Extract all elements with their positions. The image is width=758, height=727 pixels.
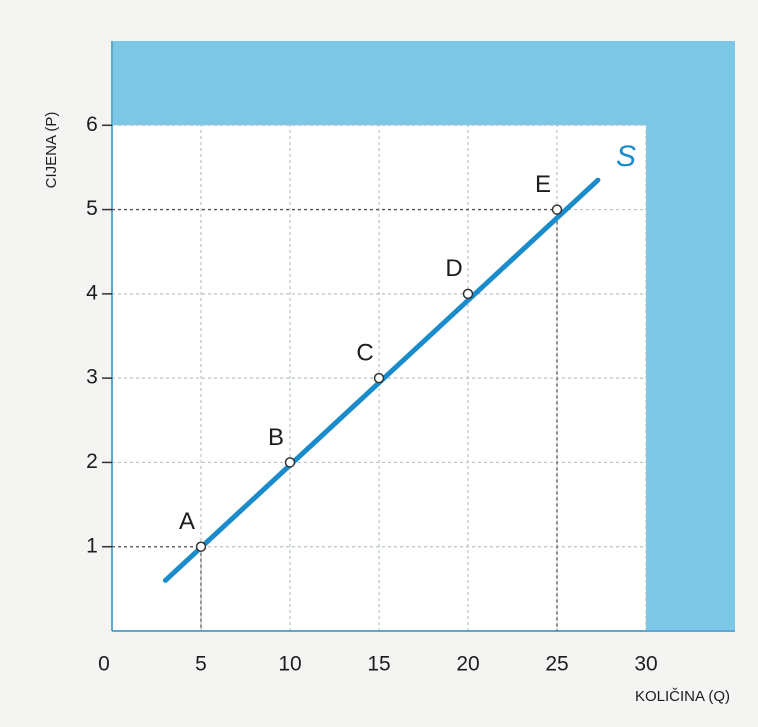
point-label: E: [535, 171, 551, 198]
y-tick-label: 5: [86, 197, 98, 220]
x-tick-label: 20: [456, 653, 479, 676]
point-label: A: [179, 508, 195, 535]
point-label: C: [356, 339, 373, 366]
y-tick-label: 3: [86, 366, 98, 389]
x-tick-label: 0: [98, 653, 110, 676]
y-tick-label: 6: [86, 113, 98, 136]
y-axis-label: CIJENA (P): [43, 112, 60, 189]
y-tick-label: 2: [86, 450, 98, 473]
point-label: D: [445, 255, 462, 282]
series-label: S: [616, 140, 636, 173]
y-tick-label: 4: [86, 281, 98, 304]
point-label: B: [268, 424, 284, 451]
point: [462, 288, 474, 300]
x-tick-label: 25: [545, 653, 568, 676]
x-tick-label: 5: [195, 653, 207, 676]
point: [195, 541, 207, 552]
x-axis-label: KOLIČINA (Q): [635, 688, 730, 705]
x-tick-label: 30: [634, 653, 657, 676]
point: [551, 204, 563, 215]
y-tick-label: 1: [86, 534, 98, 557]
point: [284, 457, 296, 468]
x-tick-label: 15: [367, 653, 390, 676]
x-tick-label: 10: [278, 653, 301, 676]
point: [373, 372, 385, 384]
